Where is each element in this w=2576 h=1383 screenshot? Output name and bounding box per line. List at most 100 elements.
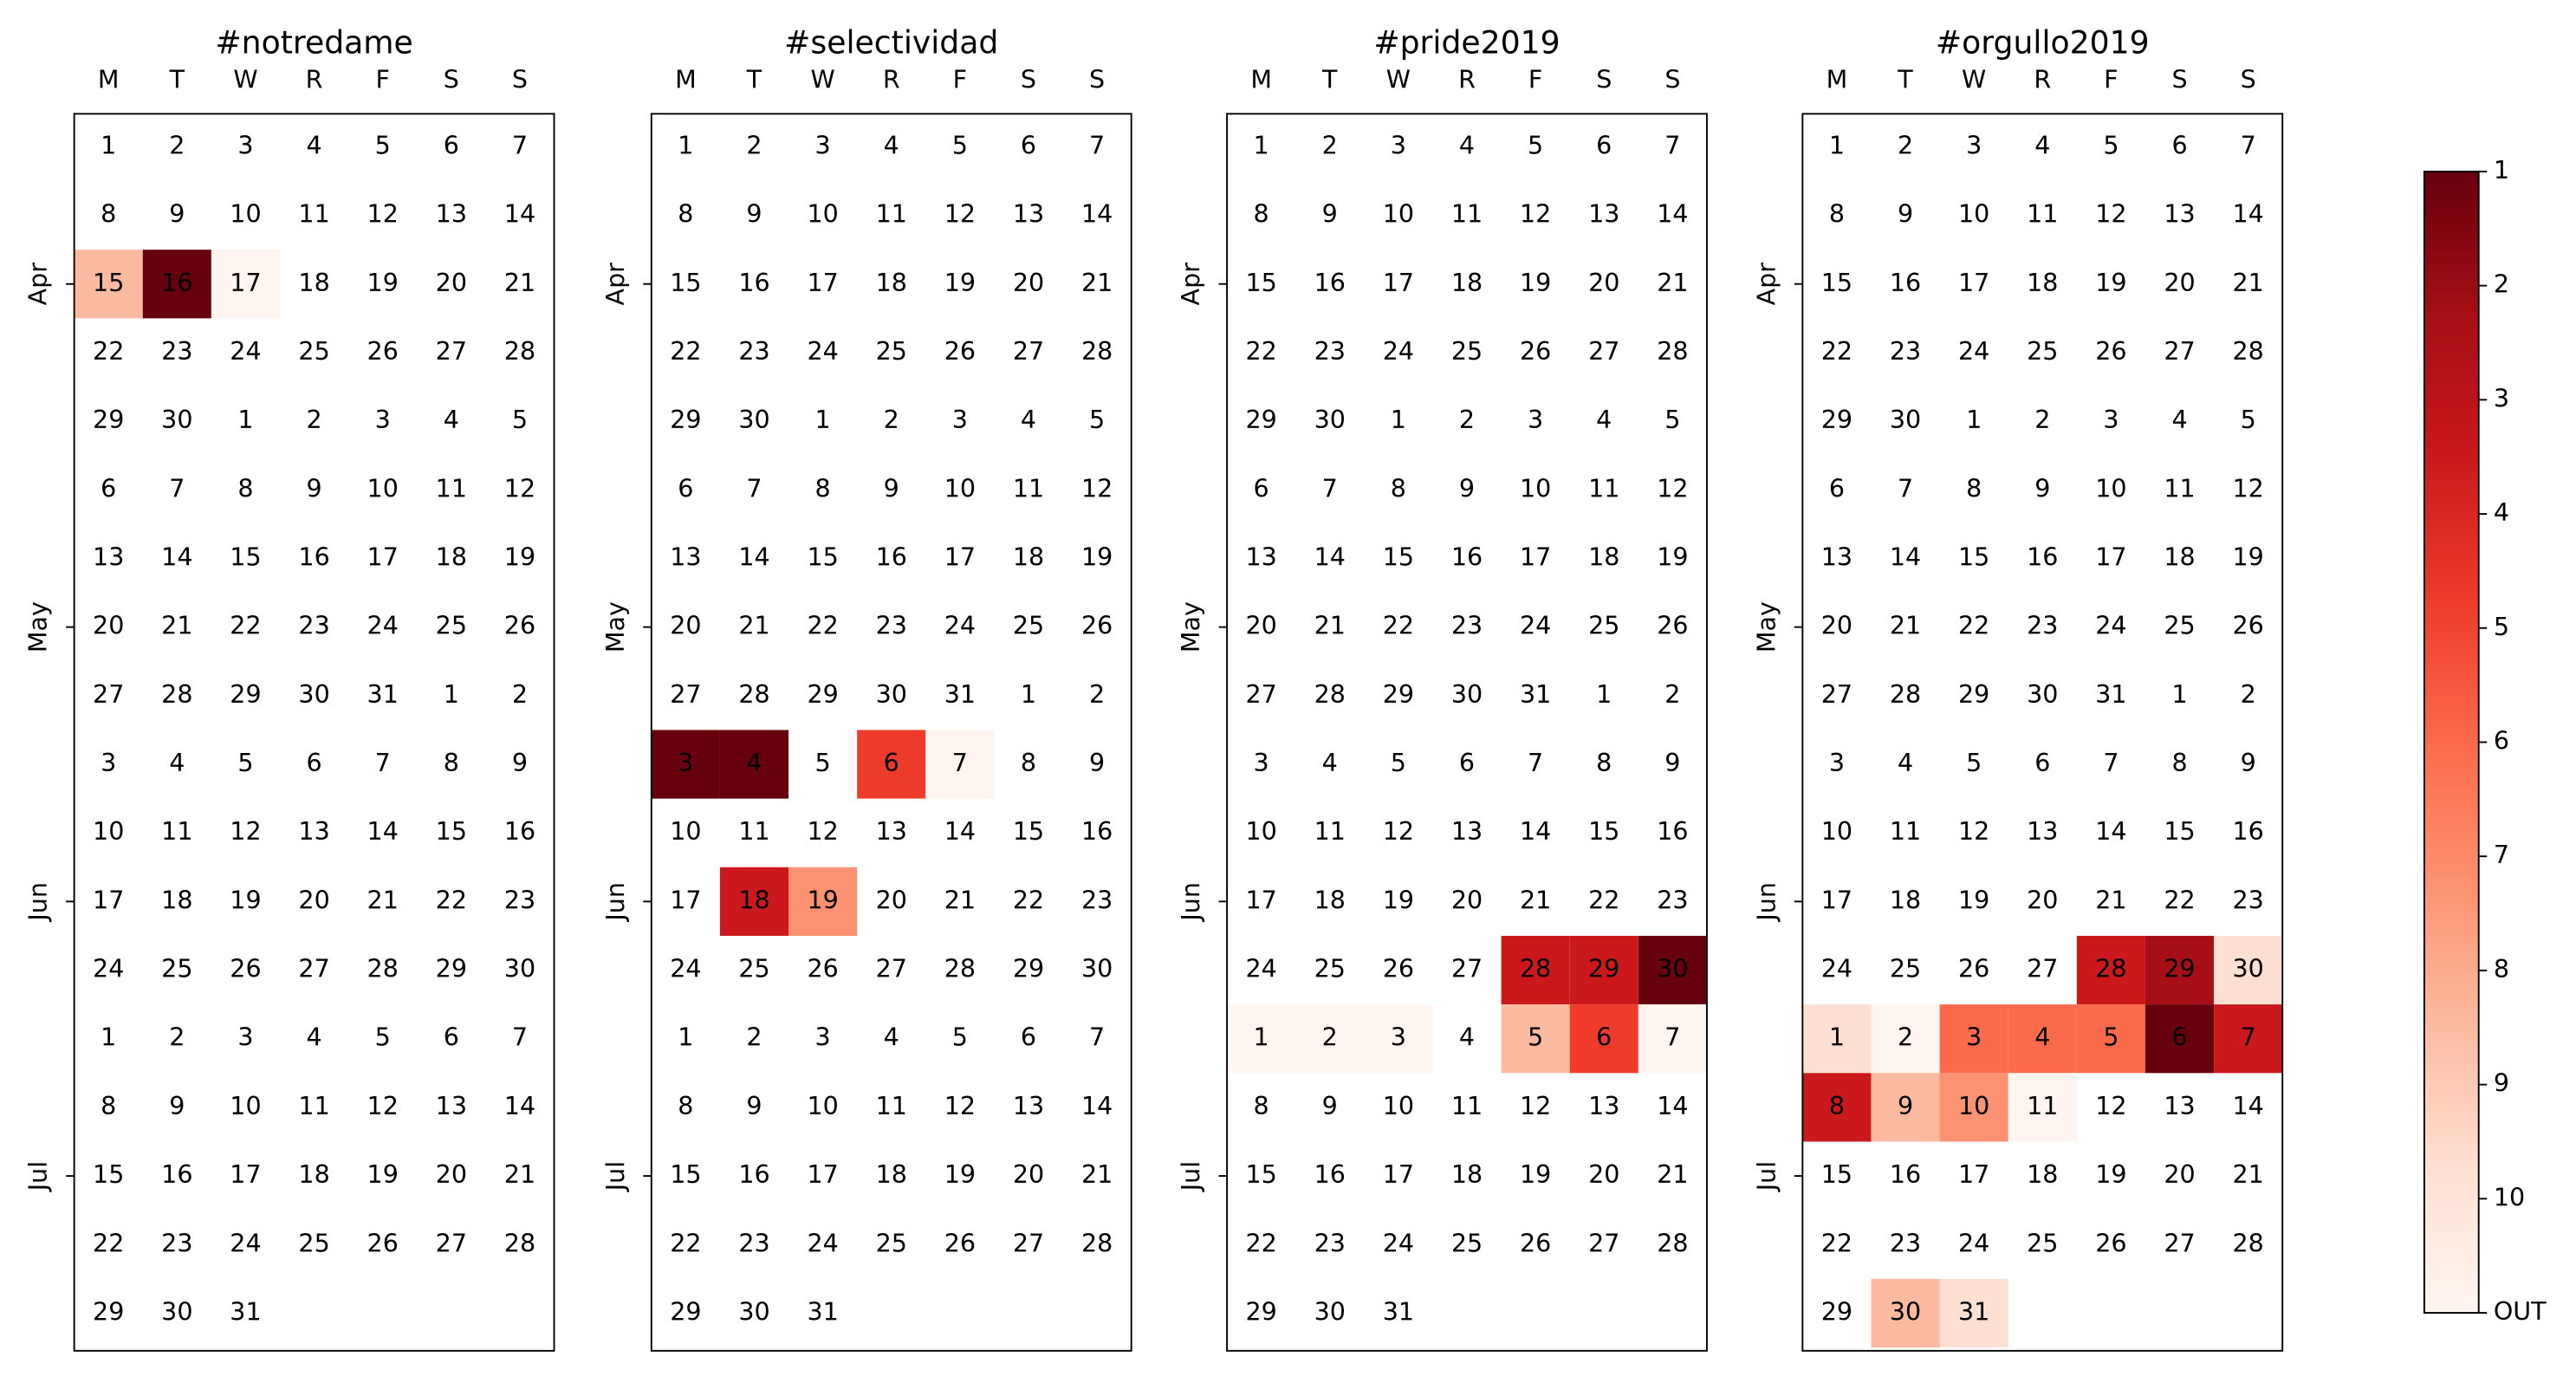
month-label: May bbox=[1177, 601, 1205, 653]
rank-cell bbox=[2076, 1004, 2145, 1074]
day-number: 9 bbox=[884, 474, 899, 503]
day-number: 5 bbox=[237, 749, 253, 777]
colorbar-tick-label: 7 bbox=[2494, 841, 2509, 869]
day-number: 14 bbox=[504, 200, 535, 229]
day-number: 19 bbox=[1657, 542, 1688, 571]
day-number: 11 bbox=[1451, 1092, 1483, 1120]
weekday-label: W bbox=[1386, 65, 1411, 94]
day-number: 12 bbox=[807, 817, 838, 846]
rank-cell bbox=[2214, 1004, 2283, 1074]
day-number: 17 bbox=[670, 886, 701, 914]
day-number: 10 bbox=[230, 200, 261, 229]
day-number: 18 bbox=[436, 542, 467, 571]
day-number: 14 bbox=[944, 817, 976, 846]
day-number: 7 bbox=[169, 474, 185, 503]
month-label: Apr bbox=[1177, 263, 1205, 306]
day-number: 3 bbox=[1254, 749, 1269, 777]
day-number: 12 bbox=[1383, 817, 1414, 846]
rank-cell bbox=[1501, 935, 1570, 1005]
day-number: 23 bbox=[1081, 886, 1113, 914]
day-number: 14 bbox=[2232, 1092, 2263, 1120]
day-number: 13 bbox=[436, 1092, 467, 1120]
day-number: 21 bbox=[1081, 269, 1113, 297]
day-number: 21 bbox=[2232, 269, 2263, 297]
month-label: Jul bbox=[1752, 1161, 1781, 1192]
day-number: 2 bbox=[746, 131, 762, 159]
day-number: 22 bbox=[2164, 886, 2195, 914]
weekday-label: S bbox=[2171, 65, 2187, 94]
day-number: 16 bbox=[1314, 1160, 1346, 1189]
day-number: 1 bbox=[2171, 680, 2187, 709]
day-number: 30 bbox=[738, 1297, 769, 1326]
day-number: 21 bbox=[161, 612, 192, 640]
day-number: 31 bbox=[367, 680, 399, 709]
day-number: 16 bbox=[298, 542, 329, 571]
day-number: 7 bbox=[1664, 131, 1680, 159]
day-number: 3 bbox=[815, 1023, 831, 1052]
panel-frame bbox=[1226, 113, 1708, 1352]
day-number: 7 bbox=[1089, 1023, 1105, 1052]
day-number: 22 bbox=[1245, 1229, 1276, 1257]
day-number: 1 bbox=[1829, 131, 1845, 159]
day-number: 10 bbox=[1245, 817, 1276, 846]
day-number: 19 bbox=[1383, 886, 1414, 914]
day-number: 23 bbox=[1314, 1229, 1346, 1257]
day-number: 25 bbox=[2027, 1229, 2058, 1257]
day-number: 11 bbox=[1588, 474, 1619, 503]
day-number: 15 bbox=[1245, 269, 1276, 297]
day-number: 24 bbox=[1245, 955, 1276, 984]
month-label: Jun bbox=[1752, 882, 1781, 923]
day-number: 11 bbox=[1890, 817, 1921, 846]
day-number: 11 bbox=[2164, 474, 2195, 503]
day-number: 9 bbox=[1089, 749, 1105, 777]
day-number: 24 bbox=[944, 612, 976, 640]
day-number: 4 bbox=[307, 131, 322, 159]
day-number: 25 bbox=[1013, 612, 1044, 640]
rank-cell bbox=[719, 867, 789, 936]
day-number: 15 bbox=[1821, 1160, 1853, 1189]
colorbar-tick-label: 9 bbox=[2494, 1069, 2509, 1098]
rank-cell bbox=[1364, 1004, 1433, 1074]
weekday-label: S bbox=[1089, 65, 1105, 94]
day-number: 15 bbox=[230, 542, 261, 571]
day-number: 15 bbox=[1383, 542, 1414, 571]
day-number: 6 bbox=[307, 749, 322, 777]
day-number: 26 bbox=[1383, 955, 1414, 984]
day-number: 14 bbox=[1657, 200, 1688, 229]
day-number: 19 bbox=[2095, 1160, 2126, 1189]
day-number: 10 bbox=[367, 474, 399, 503]
day-number: 27 bbox=[1451, 955, 1483, 984]
day-number: 26 bbox=[504, 612, 535, 640]
day-number: 28 bbox=[2232, 1229, 2263, 1257]
day-number: 20 bbox=[436, 1160, 467, 1189]
day-number: 24 bbox=[1958, 337, 1989, 366]
day-number: 1 bbox=[444, 680, 459, 709]
day-number: 9 bbox=[169, 200, 185, 229]
day-number: 5 bbox=[1966, 749, 1982, 777]
day-number: 18 bbox=[876, 269, 907, 297]
day-number: 31 bbox=[807, 1297, 838, 1326]
day-number: 24 bbox=[1520, 612, 1551, 640]
day-number: 19 bbox=[367, 1160, 399, 1189]
day-number: 12 bbox=[504, 474, 535, 503]
day-number: 12 bbox=[1520, 1092, 1551, 1120]
day-number: 10 bbox=[1520, 474, 1551, 503]
day-number: 24 bbox=[93, 955, 124, 984]
day-number: 18 bbox=[298, 269, 329, 297]
day-number: 17 bbox=[1383, 1160, 1414, 1189]
day-number: 5 bbox=[1528, 1023, 1543, 1052]
day-number: 4 bbox=[1021, 406, 1036, 434]
day-number: 19 bbox=[1958, 886, 1989, 914]
day-number: 2 bbox=[512, 680, 528, 709]
day-number: 15 bbox=[436, 817, 467, 846]
day-number: 13 bbox=[298, 817, 329, 846]
weekday-label: R bbox=[1458, 65, 1476, 94]
day-number: 17 bbox=[1383, 269, 1414, 297]
month-label: Jul bbox=[24, 1161, 53, 1192]
day-number: 30 bbox=[876, 680, 907, 709]
day-number: 11 bbox=[738, 817, 769, 846]
weekday-label: S bbox=[444, 65, 459, 94]
day-number: 23 bbox=[876, 612, 907, 640]
